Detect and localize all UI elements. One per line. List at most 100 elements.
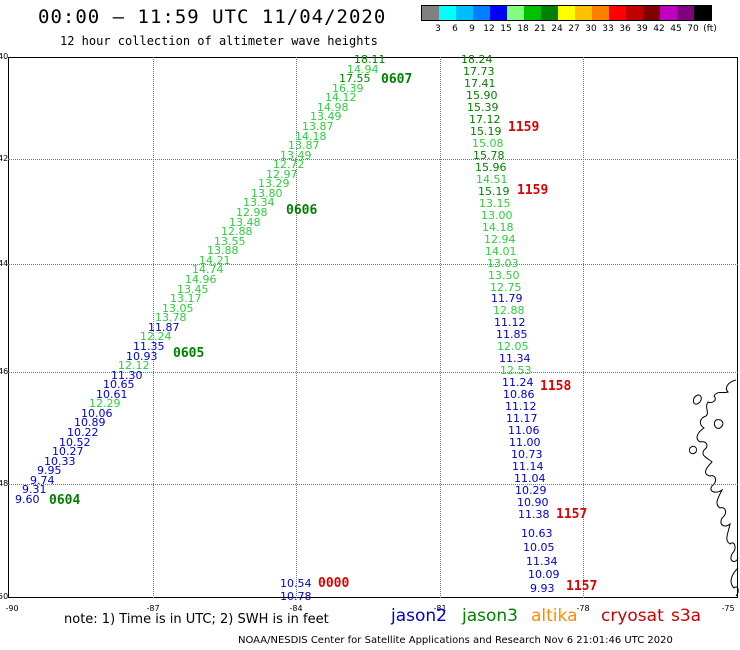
legend-altika: altika xyxy=(531,606,578,626)
wave-height-value: 17.12 xyxy=(469,113,501,126)
grid-line-vertical xyxy=(153,57,154,598)
wave-height-value: 13.29 xyxy=(258,177,290,190)
wave-height-value: 11.12 xyxy=(505,400,537,413)
color-scale-label: 9 xyxy=(469,24,475,34)
wave-height-value: 10.33 xyxy=(44,455,76,468)
units-note: note: 1) Time is in UTC; 2) SWH is in fe… xyxy=(64,612,329,627)
wave-height-value: 15.19 xyxy=(478,185,510,198)
wave-height-value: 12.94 xyxy=(484,233,516,246)
color-swatch xyxy=(456,6,473,20)
color-swatch xyxy=(677,6,694,20)
color-scale-label: 30 xyxy=(585,24,597,34)
latitude-label: 46 xyxy=(0,367,9,376)
latitude-label: 42 xyxy=(0,154,9,163)
wave-height-value: 12.29 xyxy=(89,397,121,410)
wave-height-value: 17.73 xyxy=(463,65,495,78)
wave-height-value: 12.24 xyxy=(140,330,172,343)
color-swatch xyxy=(626,6,643,20)
color-scale-label: 27 xyxy=(568,24,580,34)
wave-height-value: 11.12 xyxy=(494,316,526,329)
latitude-label: 40 xyxy=(0,52,9,61)
wave-height-value: 13.49 xyxy=(280,149,312,162)
wave-height-value: 13.03 xyxy=(487,257,519,270)
color-scale-label: 36 xyxy=(619,24,631,34)
wave-height-value: 13.34 xyxy=(243,196,275,209)
color-scale-label: 24 xyxy=(551,24,563,34)
wave-height-value: 11.06 xyxy=(508,424,540,437)
wave-height-value: 10.61 xyxy=(96,388,128,401)
color-scale-label: 6 xyxy=(452,24,458,34)
wave-height-value: 12.72 xyxy=(273,158,305,171)
wave-height-value: 10.65 xyxy=(103,378,135,391)
grid-line-horizontal xyxy=(8,484,738,485)
wave-height-value: 10.05 xyxy=(523,541,555,554)
wave-height-value: 10.63 xyxy=(521,527,553,540)
wave-height-value: 11.34 xyxy=(526,555,558,568)
wave-height-value: 10.52 xyxy=(59,436,91,449)
wave-height-value: 11.14 xyxy=(512,460,544,473)
pass-time-label: 0604 xyxy=(49,493,81,508)
wave-height-value: 13.48 xyxy=(229,216,261,229)
wave-height-value: 12.88 xyxy=(493,304,525,317)
color-swatch xyxy=(422,6,439,20)
color-scale-label: 18 xyxy=(517,24,529,34)
wave-height-value: 10.90 xyxy=(517,496,549,509)
wave-height-value: 13.88 xyxy=(207,244,239,257)
wave-height-value: 12.12 xyxy=(118,359,150,372)
wave-height-value: 10.09 xyxy=(528,568,560,581)
page-subtitle: 12 hour collection of altimeter wave hei… xyxy=(60,34,378,48)
wave-height-value: 13.15 xyxy=(479,197,511,210)
wave-height-value: 14.94 xyxy=(347,63,379,76)
pass-time-label: 0606 xyxy=(286,203,318,218)
wave-height-value: 15.90 xyxy=(466,89,498,102)
wave-height-value: 11.34 xyxy=(499,352,531,365)
wave-height-value: 14.18 xyxy=(482,221,514,234)
wave-height-value: 17.41 xyxy=(464,77,496,90)
color-swatch xyxy=(694,6,711,20)
wave-height-value: 14.51 xyxy=(476,173,508,186)
latitude-label: 50 xyxy=(0,592,9,601)
grid-line-vertical xyxy=(583,57,584,598)
color-swatch xyxy=(524,6,541,20)
wave-height-value: 13.05 xyxy=(162,302,194,315)
grid-line-horizontal xyxy=(8,264,738,265)
wave-height-value: 13.45 xyxy=(177,283,209,296)
pass-time-label: 0000 xyxy=(318,576,350,591)
wave-height-value: 10.27 xyxy=(52,445,84,458)
wave-height-value: 12.05 xyxy=(497,340,529,353)
legend-s3a: s3a xyxy=(671,606,702,626)
wave-height-value: 12.88 xyxy=(221,225,253,238)
wave-height-value: 10.54 xyxy=(280,577,312,590)
longitude-label: -87 xyxy=(146,604,160,613)
wave-height-value: 13.00 xyxy=(481,209,513,222)
map-frame xyxy=(8,57,738,598)
color-scale-label: 15 xyxy=(500,24,512,34)
wave-height-value: 9.74 xyxy=(30,474,55,487)
wave-height-value: 14.98 xyxy=(317,101,349,114)
longitude-label: -81 xyxy=(433,604,447,613)
wave-height-value: 10.89 xyxy=(74,416,106,429)
grid-line-vertical xyxy=(440,57,441,598)
wave-height-value: 13.87 xyxy=(302,120,334,133)
wave-height-value: 10.86 xyxy=(503,388,535,401)
wave-height-value: 11.30 xyxy=(111,369,143,382)
wave-height-value: 14.18 xyxy=(295,130,327,143)
color-swatch xyxy=(558,6,575,20)
color-scale-label: 33 xyxy=(602,24,614,34)
color-swatch xyxy=(592,6,609,20)
color-swatch xyxy=(473,6,490,20)
wave-height-value: 15.08 xyxy=(472,137,504,150)
color-scale-swatches xyxy=(421,5,712,21)
pass-time-label: 1157 xyxy=(566,579,598,594)
wave-height-value: 12.53 xyxy=(500,364,532,377)
coastline xyxy=(689,379,739,597)
wave-height-value: 14.96 xyxy=(185,273,217,286)
longitude-label: -75 xyxy=(721,604,735,613)
wave-height-value: 14.21 xyxy=(199,254,231,267)
wave-height-value: 16.39 xyxy=(332,82,364,95)
grid-line-horizontal xyxy=(8,372,738,373)
footer-credit: NOAA/NESDIS Center for Satellite Applica… xyxy=(238,635,673,646)
latitude-label: 44 xyxy=(0,259,9,268)
color-swatch xyxy=(541,6,558,20)
